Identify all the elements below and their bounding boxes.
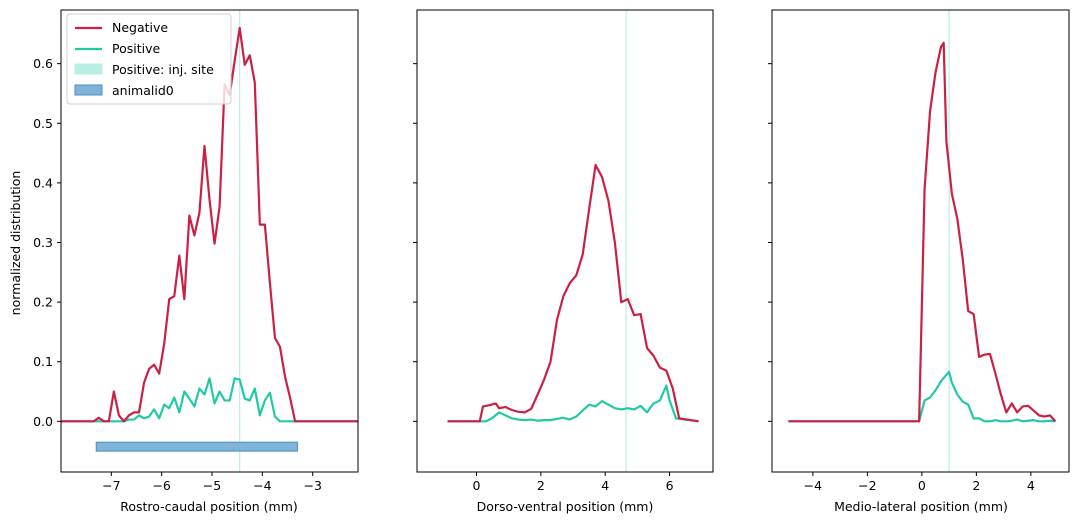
series-line-positive	[447, 384, 699, 423]
panel-medio-lateral: −4 −2 0 2 4	[768, 9, 1070, 493]
panel-dorso-ventral: 0 2 4 6	[413, 9, 714, 493]
legend-inj-site-swatch	[74, 63, 103, 75]
legend-inj-site-label: Positive: inj. site	[112, 62, 214, 77]
ylabel-normalized-distribution: normalized distribution	[8, 171, 23, 316]
y-tick-label: 0.6	[33, 56, 53, 71]
x-tick-label: −4	[804, 478, 822, 493]
xlabel-medio-lateral: Medio-lateral position (mm)	[834, 499, 1008, 514]
y-tick-label: 0.5	[33, 116, 53, 131]
panel-rostro-caudal: −7 −6 −5 −4 −3 0.0 0.1 0.2 0.3 0.4 0.5 0.6	[33, 9, 359, 493]
series-line-positive	[788, 370, 1056, 423]
xlabel-dorso-ventral: Dorso-ventral position (mm)	[477, 499, 654, 514]
legend-animal-label: animalid0	[112, 83, 174, 98]
series-line-positive	[61, 377, 358, 423]
x-tick-label: −5	[203, 478, 221, 493]
y-tick-label: 0.0	[33, 414, 53, 429]
x-tick-label: −4	[253, 478, 271, 493]
series-line-negative	[447, 163, 699, 423]
series-line-negative	[61, 26, 358, 423]
y-tick-label: 0.4	[33, 175, 53, 190]
x-tick-label: 4	[1027, 478, 1035, 493]
y-tick-label: 0.3	[33, 235, 53, 250]
x-tick-label: 0	[473, 478, 481, 493]
x-tick-label: −3	[303, 478, 321, 493]
xlabel-rostro-caudal: Rostro-caudal position (mm)	[120, 499, 298, 514]
x-tick-label: 4	[601, 478, 609, 493]
axes-frame	[60, 9, 359, 473]
legend-positive-label: Positive	[112, 41, 160, 56]
y-tick-label: 0.1	[33, 354, 53, 369]
x-tick-label: 2	[537, 478, 545, 493]
animal-range-bar	[95, 441, 299, 452]
x-tick-label: 0	[918, 478, 926, 493]
x-tick-label: −2	[858, 478, 876, 493]
legend-frame	[66, 13, 232, 105]
axes-frame	[416, 9, 714, 473]
axes-frame	[771, 9, 1070, 473]
series-line-negative	[788, 41, 1057, 423]
x-tick-label: 6	[666, 478, 674, 493]
x-tick-label: −7	[102, 478, 120, 493]
legend: Negative Positive Positive: inj. site an…	[66, 13, 232, 105]
x-tick-label: 2	[972, 478, 980, 493]
legend-negative-label: Negative	[112, 20, 168, 35]
x-tick-label: −6	[152, 478, 170, 493]
y-tick-label: 0.2	[33, 295, 53, 310]
legend-animal-swatch	[74, 84, 103, 96]
